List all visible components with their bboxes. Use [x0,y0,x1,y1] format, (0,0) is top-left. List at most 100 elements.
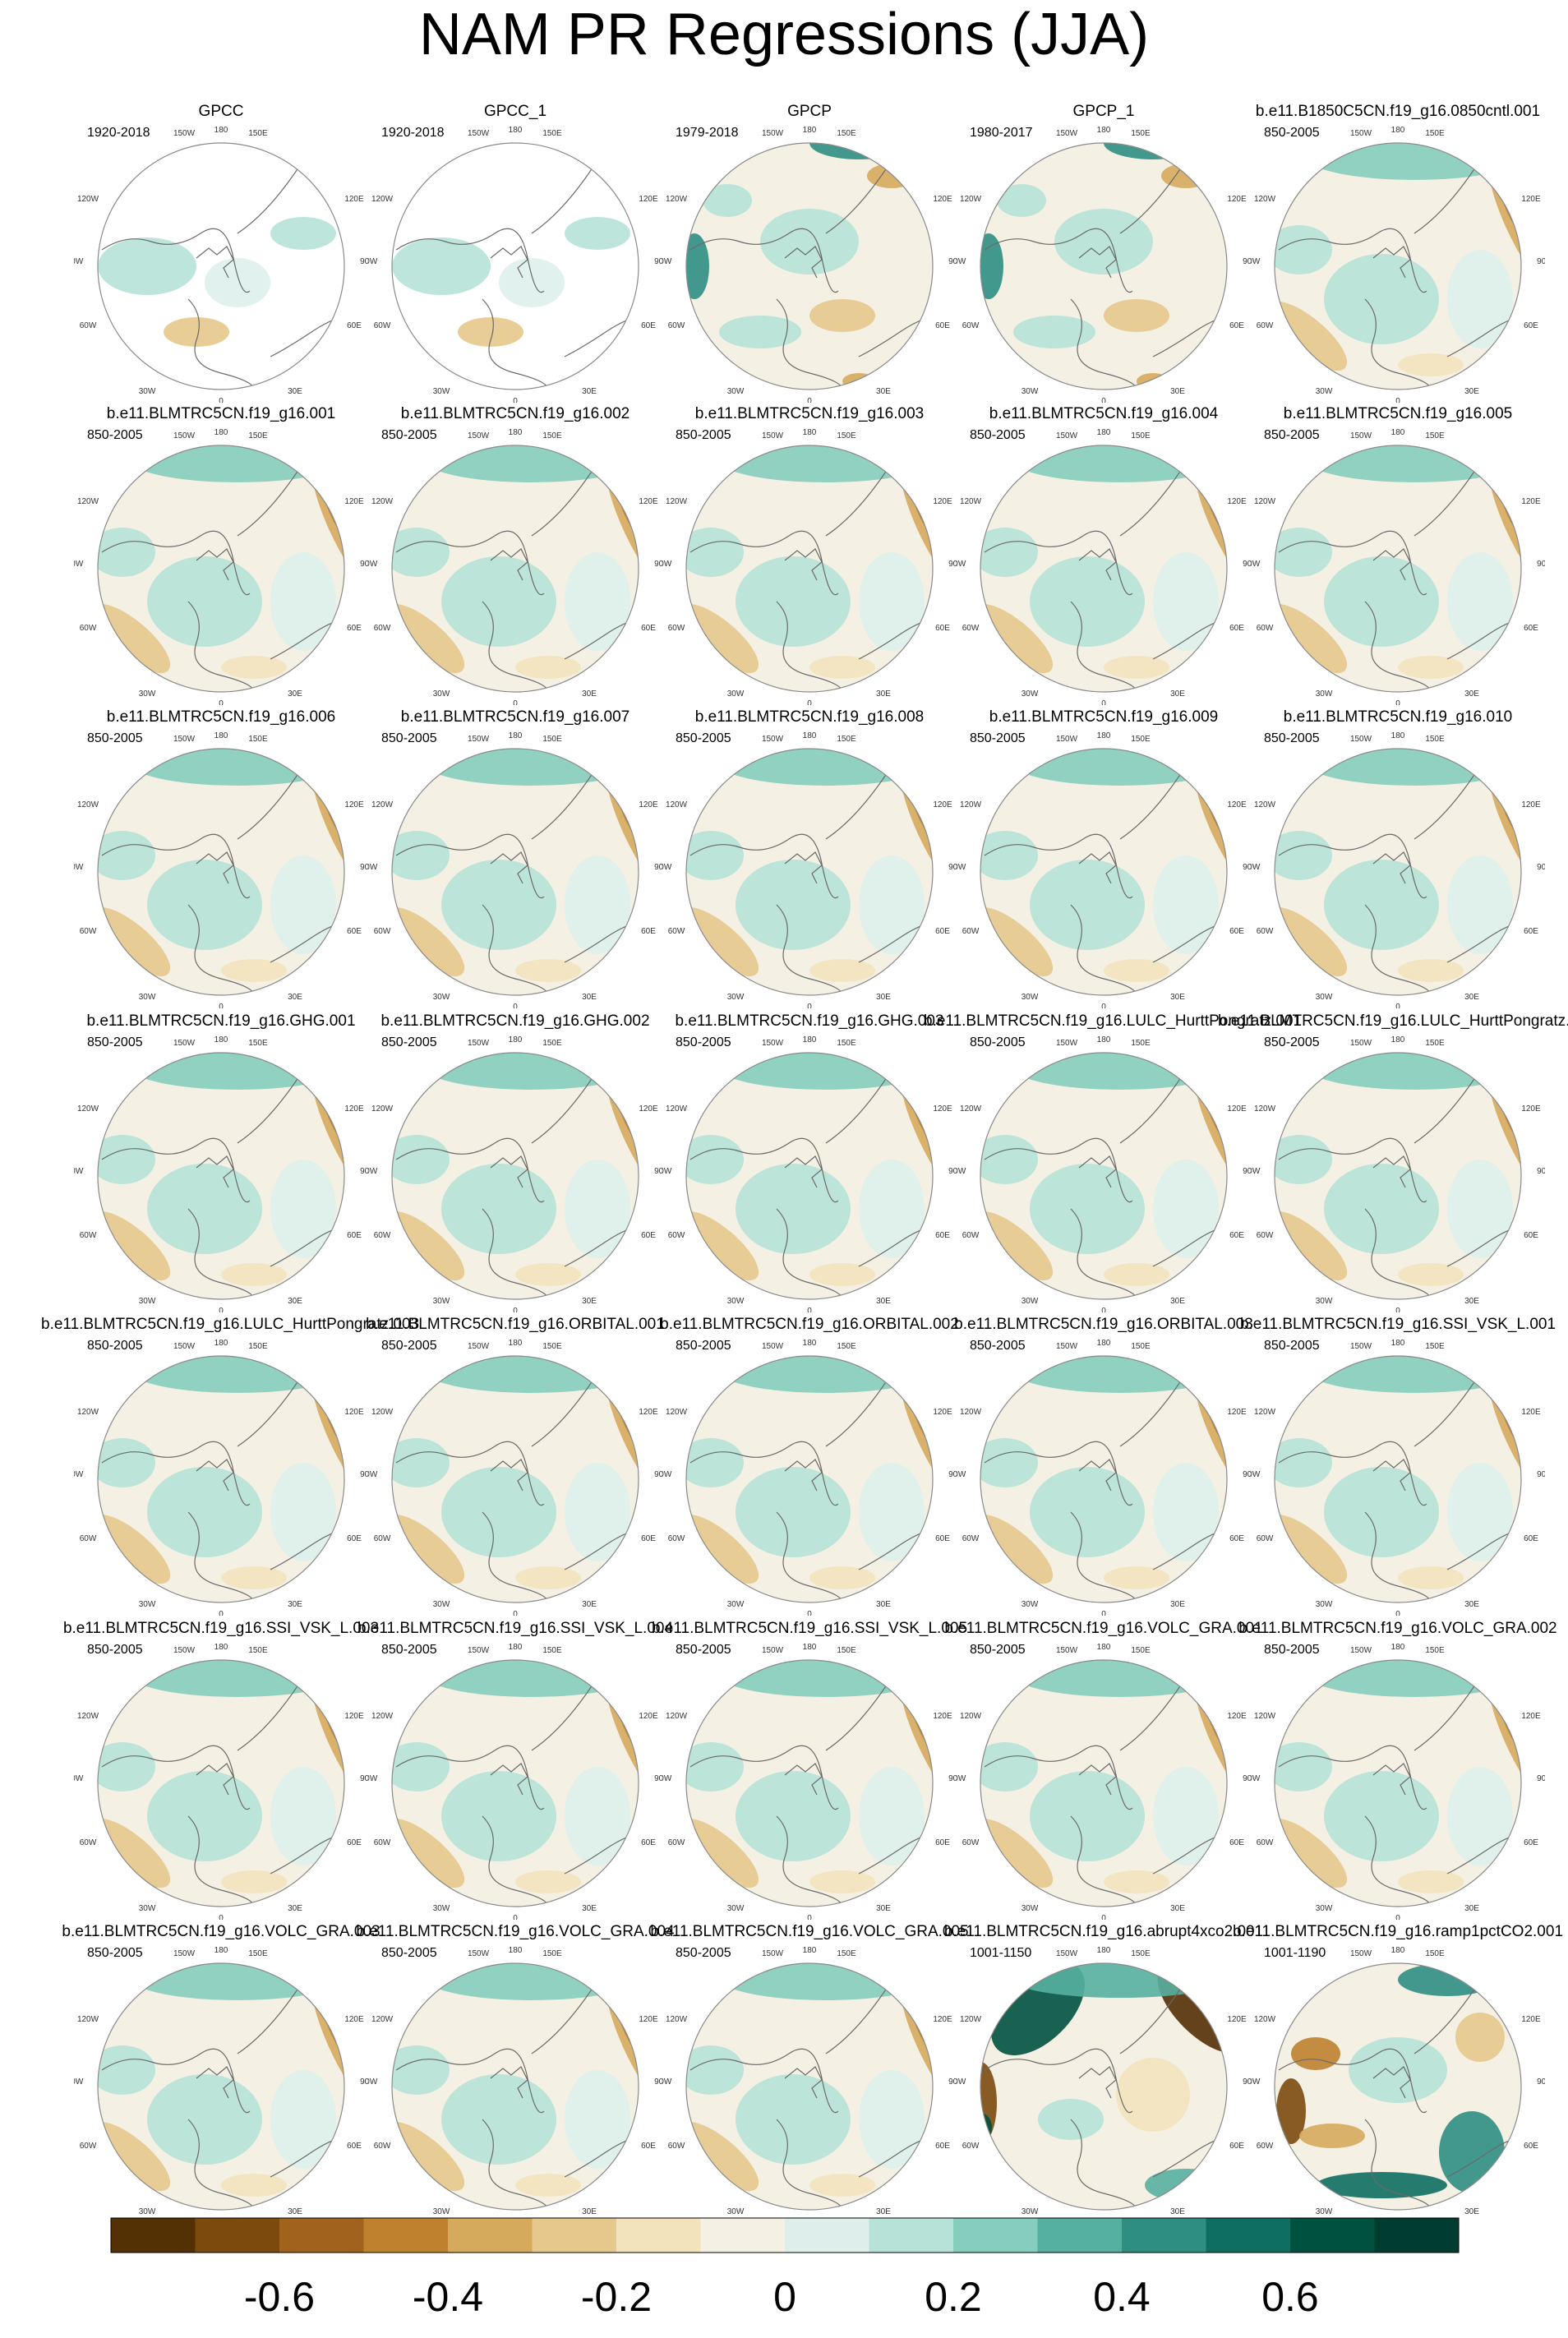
map-border [980,445,1228,693]
panel-period: 850-2005 [1264,1643,1320,1657]
map-panel: 180150W150E120W120E90W90E60W60E30W30E0b.… [366,1316,665,1616]
longitude-label: 60W [1257,321,1274,330]
longitude-label: 60E [347,1838,362,1847]
longitude-label: 150E [248,735,268,744]
anomaly-contour [715,1963,933,2000]
colorbar-swatch [1122,2218,1206,2253]
polar-map: 180 150W 150E 120W 120E 90W 90E 60W 60E 30W 30E 0 [957,731,1251,1008]
longitude-label: 30E [876,1600,891,1609]
panel-period: 850-2005 [1264,126,1320,140]
anomaly-contour [715,445,933,482]
longitude-label: 90W [662,257,672,266]
anomaly-contour [1137,373,1169,390]
anomaly-contour [565,1160,630,1258]
anomaly-contour [980,603,1054,674]
anomaly-contour [1455,2013,1505,2062]
polar-map: 180 150W 150E 120W 120E 90W 90E 60W 60E 30W 30E 0 [368,1339,662,1616]
longitude-label: 60W [668,927,685,936]
longitude-label: 30W [727,1297,745,1306]
longitude-label: 0 [1101,699,1106,705]
longitude-label: 120W [666,1104,688,1114]
longitude-label: 120W [666,195,688,204]
anomaly-contour [859,1463,925,1561]
coastlines [984,1963,1227,2210]
coastlines [689,1356,933,1602]
longitude-label: 60E [935,624,950,633]
anomaly-contour [147,1164,262,1254]
longitude-label: 60W [962,624,980,633]
longitude-label: 150W [173,129,196,138]
map-border [1274,1052,1522,1300]
longitude-label: 120E [933,1712,952,1721]
colorbar-label: -0.4 [413,2274,483,2320]
longitude-label: 0 [219,397,224,403]
anomaly-contour [1218,445,1227,488]
longitude-label: 150E [248,431,268,440]
longitude-label: 60W [1257,1534,1274,1543]
longitude-label: 150W [1056,1039,1078,1048]
anomaly-contour [809,299,875,332]
panel-title: GPCP_1 [1072,103,1135,120]
coastlines [984,1660,1227,1907]
longitude-label: 30W [433,387,450,396]
anomaly-contour [127,1053,344,1090]
longitude-label: 150W [1056,1342,1078,1351]
longitude-label: 0 [513,1914,518,1920]
longitude-label: 120E [639,800,658,809]
longitude-label: 0 [1101,1003,1106,1008]
map-border [97,1962,345,2211]
polar-map: 180 150W 150E 120W 120E 90W 90E 60W 60E 30W 30E 0 [368,428,662,705]
longitude-label: 120W [960,1104,982,1114]
map-panel: 180150W150E120W120E90W90E60W60E30W30E0b.… [944,1620,1262,1920]
longitude-label: 120E [639,1712,658,1721]
anomaly-contour [1238,1523,1251,1592]
anomaly-contour [98,2121,171,2192]
coastlines [984,445,1227,692]
longitude-label: 120W [960,1408,982,1417]
polar-map: 180 150W 150E 120W 120E 90W 90E 60W 60E 30W 30E 0 [662,428,957,705]
panel-period: 850-2005 [87,1643,143,1657]
longitude-label: 90W [957,863,966,872]
longitude-label: 90E [360,1167,368,1176]
anomaly-contour [1218,749,1227,791]
map-border [685,1962,934,2211]
longitude-label: 120W [666,2015,688,2024]
anomaly-contour [270,1463,336,1561]
longitude-label: 30E [288,2207,302,2216]
anomaly-contour [392,831,450,880]
anomaly-contour [98,2045,155,2095]
anomaly-contour [392,1514,465,1584]
longitude-label: 90W [368,2077,378,2087]
longitude-label: 60E [347,927,362,936]
panel-title: b.e11.BLMTRC5CN.f19_g16.GHG.001 [86,1012,356,1030]
longitude-label: 30E [1170,1297,1185,1306]
longitude-label: 180 [803,1339,817,1348]
longitude-label: 150E [248,1342,268,1351]
longitude-label: 60W [668,2142,685,2151]
longitude-label: 90E [1243,2077,1251,2087]
anomaly-contour [392,603,465,674]
anomaly-contour [335,1660,344,1703]
map-panel: 180150W150E120W120E90W90E60W60E30W30E0b.… [368,405,662,705]
longitude-label: 90W [662,1167,672,1176]
longitude-label: 60E [1229,321,1244,330]
longitude-label: 60W [80,927,97,936]
polar-map: 180 150W 150E 120W 120E 90W 90E 60W 60E 30W 30E 0 [74,731,368,1008]
longitude-label: 180 [509,1643,523,1652]
anomaly-contour [441,556,556,647]
longitude-label: 150E [542,431,562,440]
longitude-label: 150E [542,1646,562,1655]
longitude-label: 150W [1350,431,1372,440]
longitude-label: 60E [935,1534,950,1543]
longitude-label: 120E [933,1104,952,1114]
anomaly-contour [421,1963,639,2000]
panel-title: b.e11.BLMTRC5CN.f19_g16.010 [1283,708,1513,726]
longitude-label: 30E [288,1600,302,1609]
longitude-label: 120W [1254,1712,1276,1721]
longitude-label: 150W [762,431,784,440]
longitude-label: 150E [1131,129,1151,138]
panel-title: b.e11.BLMTRC5CN.f19_g16.SSI_VSK_L.004 [357,1620,674,1637]
polar-map: 180 150W 150E 120W 120E 90W 90E 60W 60E 30W 30E 0 [74,1946,368,2223]
anomaly-contour [565,552,630,651]
longitude-label: 120E [933,497,952,506]
